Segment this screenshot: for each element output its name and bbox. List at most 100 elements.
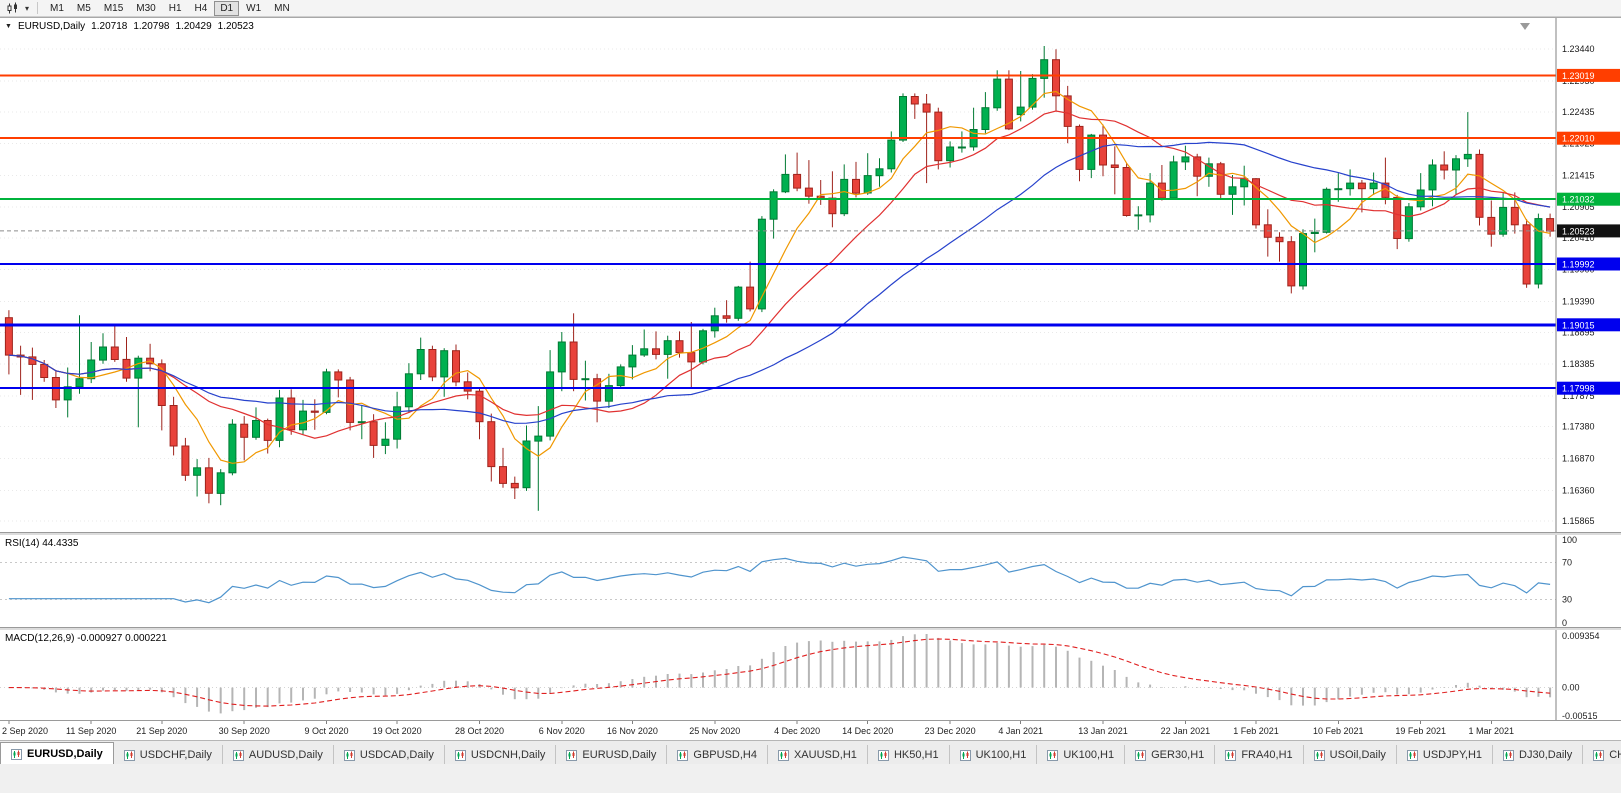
- tab-label: CHINA300,H1: [1609, 749, 1621, 761]
- chart-tab-dj30-daily[interactable]: DJ30,Daily: [1493, 745, 1584, 765]
- rsi-axis-labels: 100 70 30 0: [1562, 535, 1577, 627]
- tab-label: UK100,H1: [975, 749, 1027, 761]
- timeframe-button-mn[interactable]: MN: [274, 2, 290, 14]
- timeframe-button-m30[interactable]: M30: [136, 2, 156, 14]
- svg-text:1.18385: 1.18385: [1562, 359, 1595, 369]
- chart-tab-eurusd-daily[interactable]: EURUSD,Daily: [556, 745, 668, 765]
- price-chart-panel[interactable]: 1.234401.229301.224351.219251.214151.209…: [0, 18, 1621, 532]
- timeframe-button-m15[interactable]: M15: [103, 2, 124, 14]
- svg-text:9 Oct 2020: 9 Oct 2020: [304, 726, 348, 736]
- chart-tab-hk50-h1[interactable]: HK50,H1: [867, 745, 950, 765]
- chart-type-button[interactable]: [4, 1, 21, 15]
- svg-text:23 Dec 2020: 23 Dec 2020: [925, 726, 976, 736]
- support-line-1-badge: 1.19992: [1557, 257, 1620, 271]
- one-click-trading-toggle[interactable]: ▼: [5, 23, 12, 30]
- ma-slow-line: [8, 141, 1551, 424]
- svg-text:1.18895: 1.18895: [1562, 327, 1595, 337]
- chart-tab-audusd-daily[interactable]: AUDUSD,Daily: [222, 745, 334, 765]
- svg-text:1 Feb 2021: 1 Feb 2021: [1233, 726, 1279, 736]
- chart-tab-ger30-h1[interactable]: GER30,H1: [1125, 745, 1216, 765]
- tab-label: XAUUSD,H1: [793, 749, 857, 761]
- chart-tab-gbpusd-h4[interactable]: GBPUSD,H4: [667, 745, 768, 765]
- chart-tab-usdchf-daily[interactable]: USDCHF,Daily: [113, 745, 223, 765]
- svg-text:1.17875: 1.17875: [1562, 391, 1595, 401]
- timeframe-button-h4[interactable]: H4: [194, 2, 208, 14]
- support-line-3-badge: 1.17998: [1557, 381, 1620, 395]
- chart-tabs: EURUSD,Daily USDCHF,Daily AUDUSD,Daily USDC…: [0, 740, 1621, 765]
- chart-low-value: 1.20429: [175, 21, 212, 32]
- mini-chart-icon: [343, 749, 355, 761]
- chart-tab-uk100-h1[interactable]: UK100,H1: [949, 745, 1038, 765]
- price-gridlines: [0, 48, 1556, 522]
- svg-text:2 Sep 2020: 2 Sep 2020: [2, 726, 48, 736]
- chart-close-value: 1.20523: [217, 21, 254, 32]
- tab-label: EURUSD,Daily: [582, 749, 657, 761]
- tab-label: USDCHF,Daily: [139, 749, 212, 761]
- rsi-indicator-panel[interactable]: 100 70 30 0: [0, 535, 1621, 627]
- svg-text:1.23440: 1.23440: [1562, 44, 1595, 54]
- svg-text:1.20523: 1.20523: [1562, 226, 1595, 236]
- bid-price-badge: 1.20523: [1557, 224, 1620, 238]
- svg-text:1.23019: 1.23019: [1562, 71, 1595, 81]
- svg-text:1.16360: 1.16360: [1562, 485, 1595, 495]
- tab-label: USDCNH,Daily: [470, 749, 546, 761]
- support-line-2-badge: 1.19015: [1557, 318, 1620, 332]
- timeframe-button-d1[interactable]: D1: [214, 0, 240, 16]
- resistance-line-1-badge: 1.23019: [1557, 68, 1620, 82]
- chart-symbol-period: EURUSD,Daily: [17, 21, 86, 32]
- svg-text:16 Nov 2020: 16 Nov 2020: [607, 726, 658, 736]
- mini-chart-icon: [1225, 749, 1237, 761]
- tab-label: UK100,H1: [1063, 749, 1115, 761]
- resistance-line-2-badge: 1.22010: [1557, 131, 1620, 145]
- chart-shift-marker[interactable]: [1520, 23, 1530, 30]
- tab-label: EURUSD,Daily: [27, 748, 103, 760]
- tab-label: HK50,H1: [893, 749, 939, 761]
- chart-tab-usdcad-daily[interactable]: USDCAD,Daily: [333, 745, 445, 765]
- svg-text:-0.00515: -0.00515: [1562, 711, 1598, 720]
- timeframe-button-w1[interactable]: W1: [246, 2, 262, 14]
- svg-text:1.21032: 1.21032: [1562, 195, 1595, 205]
- date-axis[interactable]: 2 Sep 2020 11 Sep 2020 21 Sep 2020 30 Sep 2…: [0, 720, 1621, 740]
- chart-tab-usoil-daily[interactable]: USOil,Daily: [1303, 745, 1397, 765]
- svg-text:4 Dec 2020: 4 Dec 2020: [774, 726, 820, 736]
- svg-text:1.16870: 1.16870: [1562, 454, 1595, 464]
- svg-text:1.20905: 1.20905: [1562, 202, 1595, 212]
- timeframe-button-m5[interactable]: M5: [76, 2, 91, 14]
- ma-medium-line: [8, 110, 1551, 439]
- macd-indicator-panel[interactable]: 0.009354 0.00 -0.00515: [0, 630, 1621, 720]
- svg-text:1.15865: 1.15865: [1562, 516, 1595, 526]
- svg-text:30 Sep 2020: 30 Sep 2020: [219, 726, 270, 736]
- svg-text:4 Jan 2021: 4 Jan 2021: [998, 726, 1043, 736]
- panel-splitter-1[interactable]: [0, 532, 1621, 535]
- panel-splitter-2[interactable]: [0, 627, 1621, 630]
- mini-chart-icon: [454, 749, 466, 761]
- chart-tab-uk100-h1[interactable]: UK100,H1: [1037, 745, 1126, 765]
- macd-signal-line: [8, 638, 1551, 707]
- chart-tab-usdcnh-daily[interactable]: USDCNH,Daily: [444, 745, 557, 765]
- svg-text:21 Sep 2020: 21 Sep 2020: [136, 726, 187, 736]
- date-axis-labels: 2 Sep 2020 11 Sep 2020 21 Sep 2020 30 Sep 2…: [2, 721, 1514, 736]
- chart-window: 1.234401.229301.224351.219251.214151.209…: [0, 17, 1621, 740]
- chart-tab-china300-h1[interactable]: CHINA300,H1: [1583, 745, 1621, 765]
- chart-open-value: 1.20718: [91, 21, 128, 32]
- chart-high-value: 1.20798: [133, 21, 170, 32]
- svg-text:0.00: 0.00: [1562, 683, 1580, 693]
- mini-chart-icon: [566, 749, 578, 761]
- tab-label: USDCAD,Daily: [359, 749, 434, 761]
- svg-text:25 Nov 2020: 25 Nov 2020: [689, 726, 740, 736]
- svg-text:1.22010: 1.22010: [1562, 134, 1595, 144]
- tab-label: USDJPY,H1: [1422, 749, 1483, 761]
- svg-text:0.009354: 0.009354: [1562, 631, 1600, 641]
- svg-text:1 Mar 2021: 1 Mar 2021: [1469, 726, 1515, 736]
- chart-tab-eurusd-daily[interactable]: EURUSD,Daily: [0, 742, 114, 765]
- chart-type-dropdown[interactable]: ▾: [23, 1, 31, 15]
- timeframe-button-m1[interactable]: M1: [50, 2, 64, 14]
- toolbar-separator: [37, 2, 39, 14]
- mini-chart-icon: [1135, 749, 1147, 761]
- mini-chart-icon: [1406, 749, 1418, 761]
- timeframe-button-h1[interactable]: H1: [168, 2, 182, 14]
- chart-tab-xauusd-h1[interactable]: XAUUSD,H1: [767, 745, 868, 765]
- chart-tab-fra40-h1[interactable]: FRA40,H1: [1215, 745, 1304, 765]
- chart-tab-usdjpy-h1[interactable]: USDJPY,H1: [1396, 745, 1494, 765]
